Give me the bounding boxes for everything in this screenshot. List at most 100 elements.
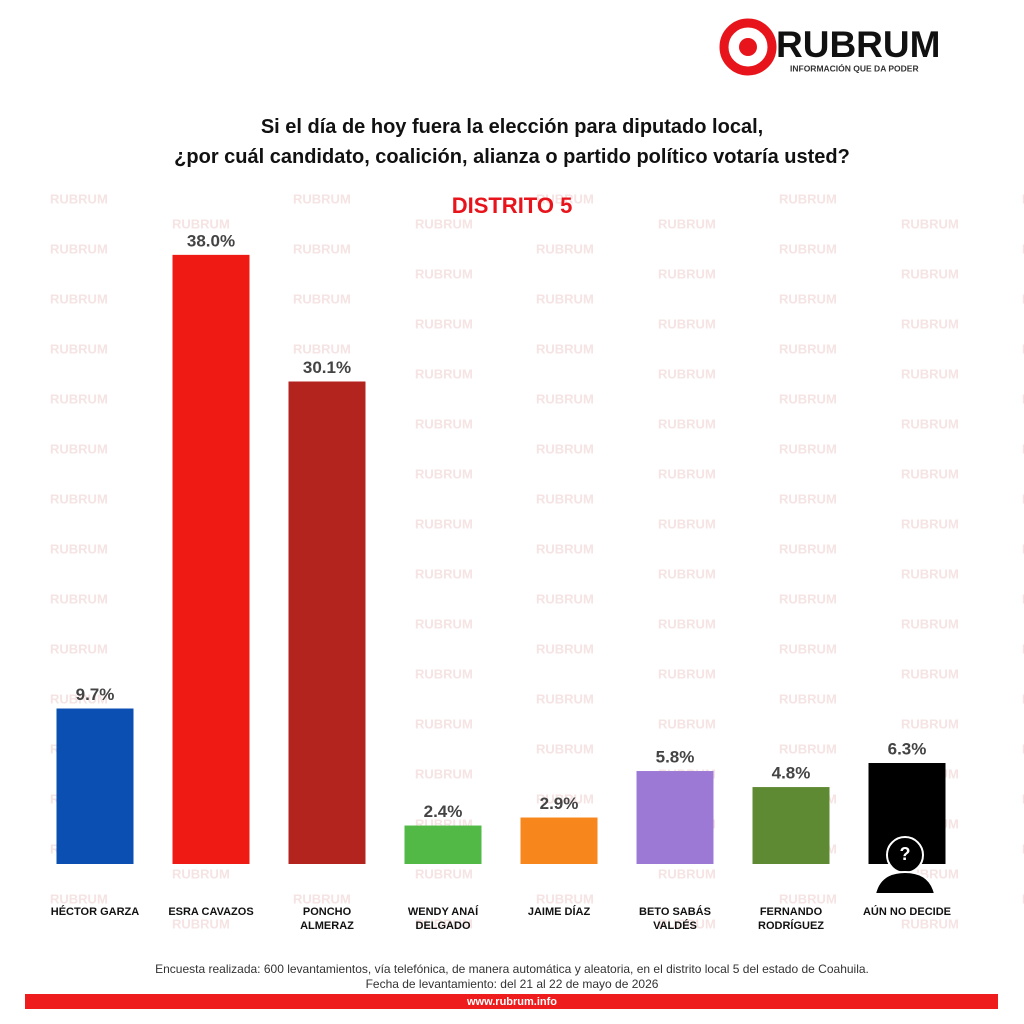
watermark: RUBRUM bbox=[536, 591, 594, 606]
watermark: RUBRUM bbox=[901, 416, 959, 431]
watermark: RUBRUM bbox=[658, 916, 716, 931]
logo-ring bbox=[719, 18, 777, 76]
watermark: RUBRUM bbox=[658, 666, 716, 681]
watermark: RUBRUM bbox=[50, 341, 108, 356]
value-label: 2.4% bbox=[424, 802, 463, 821]
bar bbox=[404, 825, 482, 864]
watermark: RUBRUM bbox=[1022, 341, 1024, 356]
watermark: RUBRUM bbox=[779, 191, 837, 206]
watermark: RUBRUM bbox=[415, 366, 473, 381]
watermark: RUBRUM bbox=[415, 416, 473, 431]
value-label: 6.3% bbox=[888, 739, 927, 758]
watermark: RUBRUM bbox=[50, 391, 108, 406]
logo-dot bbox=[739, 38, 757, 56]
watermark: RUBRUM bbox=[50, 891, 108, 906]
watermark: RUBRUM bbox=[415, 766, 473, 781]
watermark: RUBRUM bbox=[1022, 741, 1024, 756]
watermark: RUBRUM bbox=[536, 691, 594, 706]
watermark: RUBRUM bbox=[1022, 891, 1024, 906]
watermark: RUBRUM bbox=[779, 441, 837, 456]
watermark: RUBRUM bbox=[50, 541, 108, 556]
watermark: RUBRUM bbox=[1022, 591, 1024, 606]
watermark: RUBRUM bbox=[50, 591, 108, 606]
watermark: RUBRUM bbox=[779, 891, 837, 906]
watermark: RUBRUM bbox=[415, 516, 473, 531]
watermark: RUBRUM bbox=[779, 241, 837, 256]
watermark: RUBRUM bbox=[50, 491, 108, 506]
watermark: RUBRUM bbox=[901, 216, 959, 231]
category-label: ESRA CAVAZOS bbox=[168, 906, 254, 918]
bars: 9.7% 38.0% 30.1% 2.4% 2.9% 5.8% 4.8% 6.3% bbox=[56, 231, 946, 865]
watermark: RUBRUM bbox=[1022, 791, 1024, 806]
watermark: RUBRUM bbox=[901, 266, 959, 281]
watermark: RUBRUM bbox=[536, 491, 594, 506]
value-label: 30.1% bbox=[303, 358, 351, 377]
watermark: RUBRUM bbox=[50, 641, 108, 656]
watermark: RUBRUM bbox=[1022, 691, 1024, 706]
watermark: RUBRUM bbox=[415, 466, 473, 481]
watermark: RUBRUM bbox=[536, 541, 594, 556]
watermark: RUBRUM bbox=[779, 341, 837, 356]
watermark: RUBRUM bbox=[779, 641, 837, 656]
watermark: RUBRUM bbox=[658, 366, 716, 381]
watermark: RUBRUM bbox=[50, 241, 108, 256]
watermark: RUBRUM bbox=[536, 191, 594, 206]
watermark: RUBRUM bbox=[779, 591, 837, 606]
category-label: JAIME DÍAZ bbox=[527, 906, 591, 918]
bar bbox=[56, 708, 134, 864]
watermark: RUBRUM bbox=[415, 216, 473, 231]
watermark: RUBRUM bbox=[901, 916, 959, 931]
watermark: RUBRUM bbox=[658, 416, 716, 431]
watermark: RUBRUM bbox=[1022, 541, 1024, 556]
bar bbox=[288, 381, 366, 864]
watermark: RUBRUM bbox=[536, 791, 594, 806]
watermark: RUBRUM bbox=[415, 716, 473, 731]
watermark: RUBRUM bbox=[1022, 191, 1024, 206]
watermark: RUBRUM bbox=[1022, 391, 1024, 406]
watermark: RUBRUM bbox=[658, 516, 716, 531]
watermark: RUBRUM bbox=[901, 666, 959, 681]
watermark: RUBRUM bbox=[536, 441, 594, 456]
watermark: RUBRUM bbox=[779, 741, 837, 756]
watermark: RUBRUM bbox=[415, 916, 473, 931]
watermark: RUBRUM bbox=[901, 716, 959, 731]
watermark: RUBRUM bbox=[658, 566, 716, 581]
brand-name: RUBRUM bbox=[776, 24, 940, 65]
watermark: RUBRUM bbox=[415, 566, 473, 581]
watermark: RUBRUM bbox=[658, 266, 716, 281]
bar bbox=[752, 787, 830, 864]
watermark: RUBRUM bbox=[50, 291, 108, 306]
watermark: RUBRUM bbox=[779, 541, 837, 556]
value-label: 4.8% bbox=[772, 764, 811, 783]
watermark: RUBRUM bbox=[658, 316, 716, 331]
watermark: RUBRUM bbox=[901, 366, 959, 381]
watermark: RUBRUM bbox=[1022, 841, 1024, 856]
watermark: RUBRUM bbox=[536, 741, 594, 756]
watermark: RUBRUM bbox=[536, 391, 594, 406]
watermark: RUBRUM bbox=[415, 616, 473, 631]
watermark: RUBRUM bbox=[50, 441, 108, 456]
subtitle: DISTRITO 5 bbox=[452, 193, 573, 218]
watermark: RUBRUM bbox=[1022, 441, 1024, 456]
watermark: RUBRUM bbox=[658, 466, 716, 481]
watermark: RUBRUM bbox=[901, 616, 959, 631]
footnote: Encuesta realizada: 600 levantamientos, … bbox=[155, 962, 869, 991]
watermark: RUBRUM bbox=[536, 891, 594, 906]
watermark: RUBRUM bbox=[293, 341, 351, 356]
watermark: RUBRUM bbox=[172, 916, 230, 931]
watermark: RUBRUM bbox=[1022, 641, 1024, 656]
watermark: RUBRUM bbox=[901, 566, 959, 581]
brand-tagline: INFORMACIÓN QUE DA PODER bbox=[790, 62, 919, 73]
watermark: RUBRUM bbox=[415, 666, 473, 681]
value-label: 38.0% bbox=[187, 231, 235, 250]
watermark: RUBRUM bbox=[172, 216, 230, 231]
watermark: RUBRUM bbox=[293, 241, 351, 256]
watermark: RUBRUM bbox=[293, 891, 351, 906]
watermark: RUBRUM bbox=[779, 491, 837, 506]
watermark: RUBRUM bbox=[415, 266, 473, 281]
watermark: RUBRUM bbox=[779, 391, 837, 406]
svg-text:?: ? bbox=[900, 844, 911, 864]
watermark: RUBRUM bbox=[779, 691, 837, 706]
